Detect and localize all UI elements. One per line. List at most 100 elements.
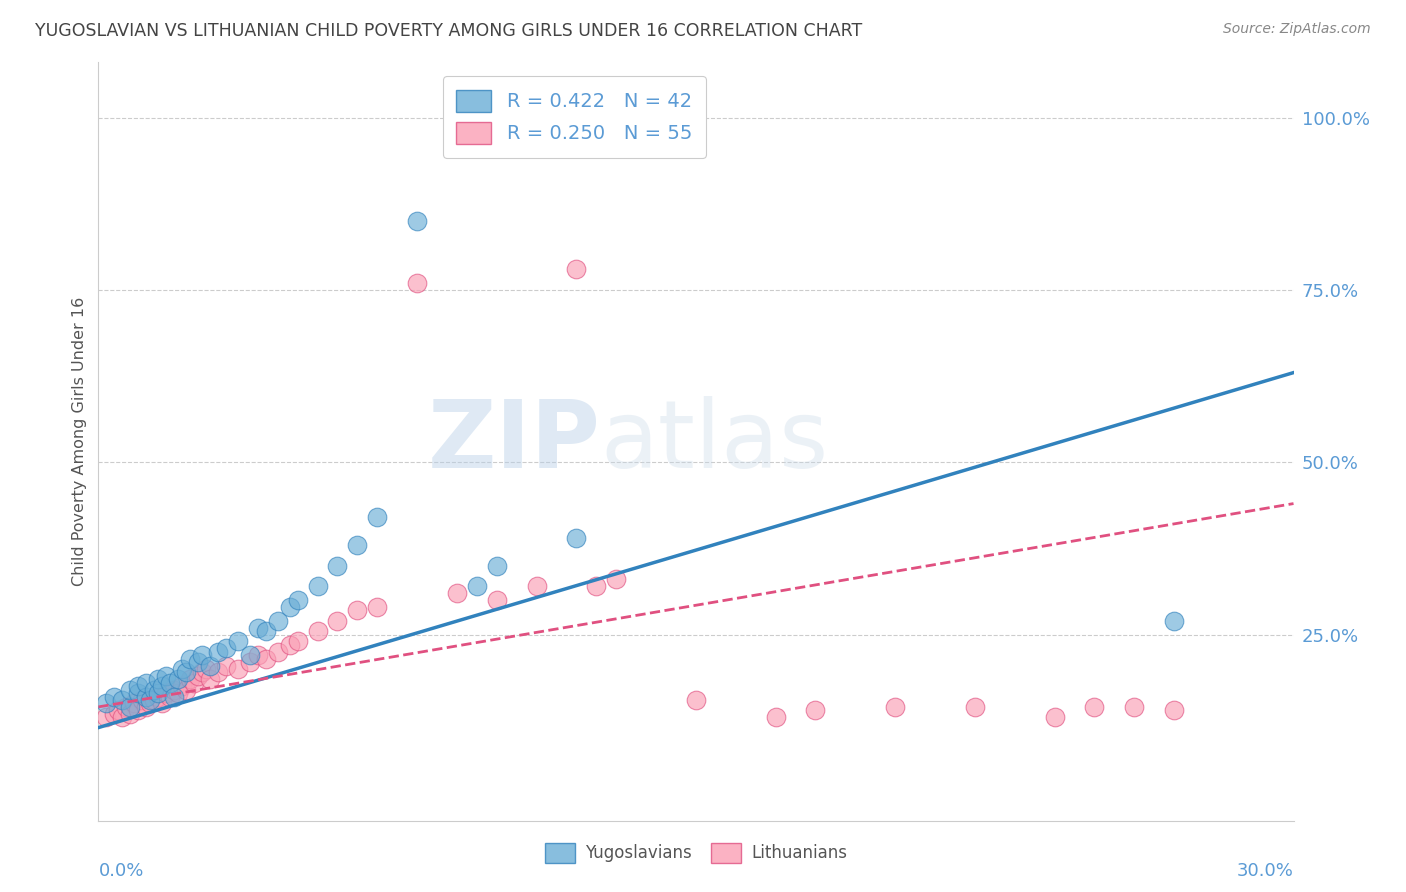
Point: [111, 693, 134, 707]
Point: [127, 686, 149, 700]
Point: [254, 624, 277, 639]
Point: [246, 621, 269, 635]
Point: [191, 648, 214, 663]
Point: [148, 686, 170, 700]
Point: [804, 703, 827, 717]
Legend: Yugoslavians, Lithuanians: Yugoslavians, Lithuanians: [538, 837, 853, 869]
Point: [143, 693, 166, 707]
Point: [179, 673, 201, 687]
Point: [148, 673, 170, 687]
Point: [135, 699, 157, 714]
Point: [565, 531, 588, 545]
Text: atlas: atlas: [600, 395, 828, 488]
Point: [187, 669, 209, 683]
Point: [150, 697, 173, 711]
Point: [159, 675, 181, 690]
Point: [107, 703, 129, 717]
Point: [239, 648, 262, 663]
Point: [366, 510, 388, 524]
Point: [406, 214, 429, 228]
Point: [406, 276, 429, 290]
Point: [278, 638, 301, 652]
Point: [150, 679, 173, 693]
Point: [131, 693, 153, 707]
Point: [1163, 614, 1185, 628]
Text: 0.0%: 0.0%: [98, 863, 143, 880]
Point: [1163, 703, 1185, 717]
Point: [139, 693, 162, 707]
Point: [226, 634, 249, 648]
Point: [172, 662, 194, 676]
Point: [526, 579, 548, 593]
Point: [159, 690, 181, 704]
Point: [366, 599, 388, 614]
Point: [111, 710, 134, 724]
Point: [685, 693, 707, 707]
Point: [155, 669, 177, 683]
Point: [239, 655, 262, 669]
Point: [326, 614, 349, 628]
Point: [143, 682, 166, 697]
Point: [963, 699, 986, 714]
Point: [198, 658, 221, 673]
Point: [765, 710, 787, 724]
Point: [135, 675, 157, 690]
Point: [565, 262, 588, 277]
Point: [139, 697, 162, 711]
Point: [207, 665, 229, 680]
Point: [179, 651, 201, 665]
Text: YUGOSLAVIAN VS LITHUANIAN CHILD POVERTY AMONG GIRLS UNDER 16 CORRELATION CHART: YUGOSLAVIAN VS LITHUANIAN CHILD POVERTY …: [35, 22, 862, 40]
Point: [127, 679, 149, 693]
Point: [174, 665, 197, 680]
Point: [163, 682, 186, 697]
Text: Source: ZipAtlas.com: Source: ZipAtlas.com: [1223, 22, 1371, 37]
Point: [135, 690, 157, 704]
Point: [485, 558, 508, 573]
Point: [287, 593, 309, 607]
Point: [1083, 699, 1105, 714]
Point: [120, 699, 142, 714]
Point: [226, 662, 249, 676]
Point: [246, 648, 269, 663]
Point: [287, 634, 309, 648]
Point: [187, 655, 209, 669]
Point: [120, 682, 142, 697]
Point: [167, 686, 190, 700]
Point: [120, 706, 142, 721]
Point: [254, 651, 277, 665]
Point: [884, 699, 907, 714]
Point: [267, 614, 290, 628]
Point: [307, 624, 329, 639]
Point: [1123, 699, 1146, 714]
Point: [172, 679, 194, 693]
Point: [195, 662, 218, 676]
Point: [115, 699, 138, 714]
Point: [174, 682, 197, 697]
Point: [215, 658, 238, 673]
Point: [167, 673, 190, 687]
Point: [346, 603, 368, 617]
Point: [605, 573, 627, 587]
Text: ZIP: ZIP: [427, 395, 600, 488]
Point: [191, 665, 214, 680]
Point: [207, 645, 229, 659]
Point: [127, 703, 149, 717]
Point: [155, 686, 177, 700]
Point: [1043, 710, 1066, 724]
Point: [307, 579, 329, 593]
Point: [267, 645, 290, 659]
Point: [96, 697, 118, 711]
Point: [163, 690, 186, 704]
Point: [103, 690, 125, 704]
Point: [585, 579, 607, 593]
Point: [148, 690, 170, 704]
Point: [446, 586, 468, 600]
Point: [485, 593, 508, 607]
Point: [346, 538, 368, 552]
Point: [326, 558, 349, 573]
Point: [198, 673, 221, 687]
Point: [465, 579, 488, 593]
Y-axis label: Child Poverty Among Girls Under 16: Child Poverty Among Girls Under 16: [72, 297, 87, 586]
Point: [215, 641, 238, 656]
Point: [124, 697, 146, 711]
